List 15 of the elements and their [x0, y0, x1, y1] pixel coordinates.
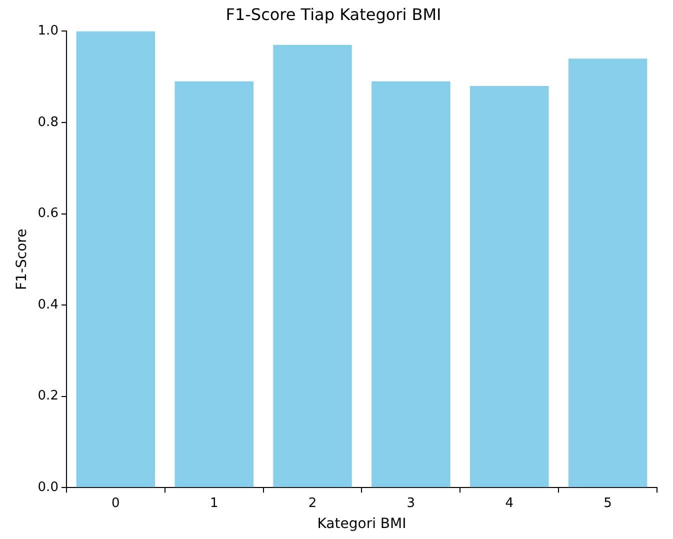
x-tick-label: 3: [406, 496, 416, 511]
x-axis-title: Kategori BMI: [317, 516, 406, 532]
y-tick-label: 0.2: [38, 388, 58, 404]
x-tick-label: 2: [308, 496, 317, 511]
x-tick-label: 4: [505, 496, 514, 511]
x-tick-label: 1: [210, 496, 218, 511]
y-tick-label: 1.0: [38, 24, 58, 39]
x-tick-label: 5: [604, 496, 612, 511]
x-tick-label: 0: [112, 496, 120, 511]
y-tick-label: 0.6: [38, 206, 58, 222]
chart-title: F1-Score Tiap Kategori BMI: [226, 4, 442, 24]
y-axis-title: F1-Score: [14, 228, 30, 290]
y-tick-label: 0.0: [38, 480, 58, 495]
y-tick-label: 0.4: [38, 297, 58, 312]
y-tick-label: 0.8: [38, 114, 58, 130]
